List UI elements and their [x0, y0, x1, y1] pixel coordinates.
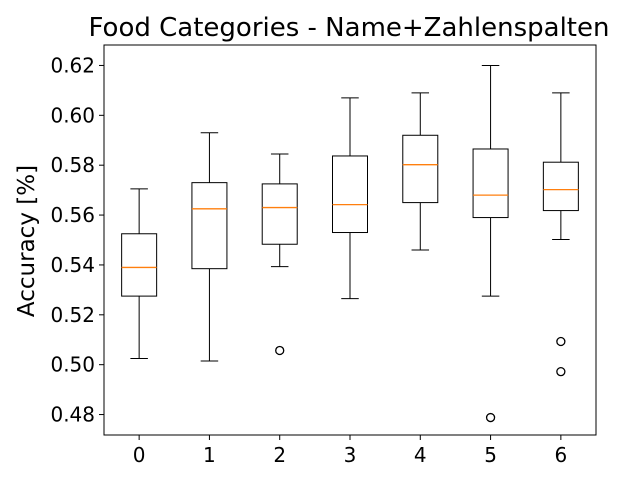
y-tick-label: 0.54 — [50, 253, 95, 277]
y-tick-label: 0.50 — [50, 353, 95, 377]
box-iqr — [332, 155, 368, 234]
y-axis-label: Accuracy [%] — [14, 165, 40, 317]
outlier-point — [556, 336, 566, 347]
x-tick-label: 2 — [273, 443, 286, 467]
y-tick-label: 0.52 — [50, 303, 95, 327]
x-tick-label: 4 — [414, 443, 427, 467]
y-tick-label: 0.60 — [50, 103, 95, 127]
box-iqr — [261, 183, 298, 245]
x-tick-label: 3 — [344, 443, 357, 467]
x-tick-label: 0 — [133, 443, 146, 467]
x-tick-label: 1 — [203, 443, 216, 467]
box-iqr — [191, 182, 228, 270]
outlier-point — [485, 412, 496, 423]
box-iqr — [402, 134, 439, 204]
chart-title: Food Categories - Name+Zahlenspalten — [89, 13, 610, 43]
box-iqr — [472, 148, 509, 219]
y-tick-label: 0.48 — [50, 403, 95, 427]
outlier-point — [556, 367, 566, 377]
plot-area: 0.48 0.50 0.52 0.54 0.56 0.58 0.60 0.62 0 1 2 3 4 5 6 — [50, 44, 597, 467]
box-iqr — [121, 233, 158, 297]
x-tick-label: 5 — [484, 443, 497, 467]
x-tick-label: 6 — [554, 443, 567, 467]
y-tick-label: 0.56 — [50, 203, 95, 227]
y-tick-label: 0.58 — [50, 153, 95, 177]
box-iqr — [542, 161, 579, 212]
y-tick-label: 0.62 — [50, 53, 95, 77]
outlier-point — [275, 345, 285, 356]
